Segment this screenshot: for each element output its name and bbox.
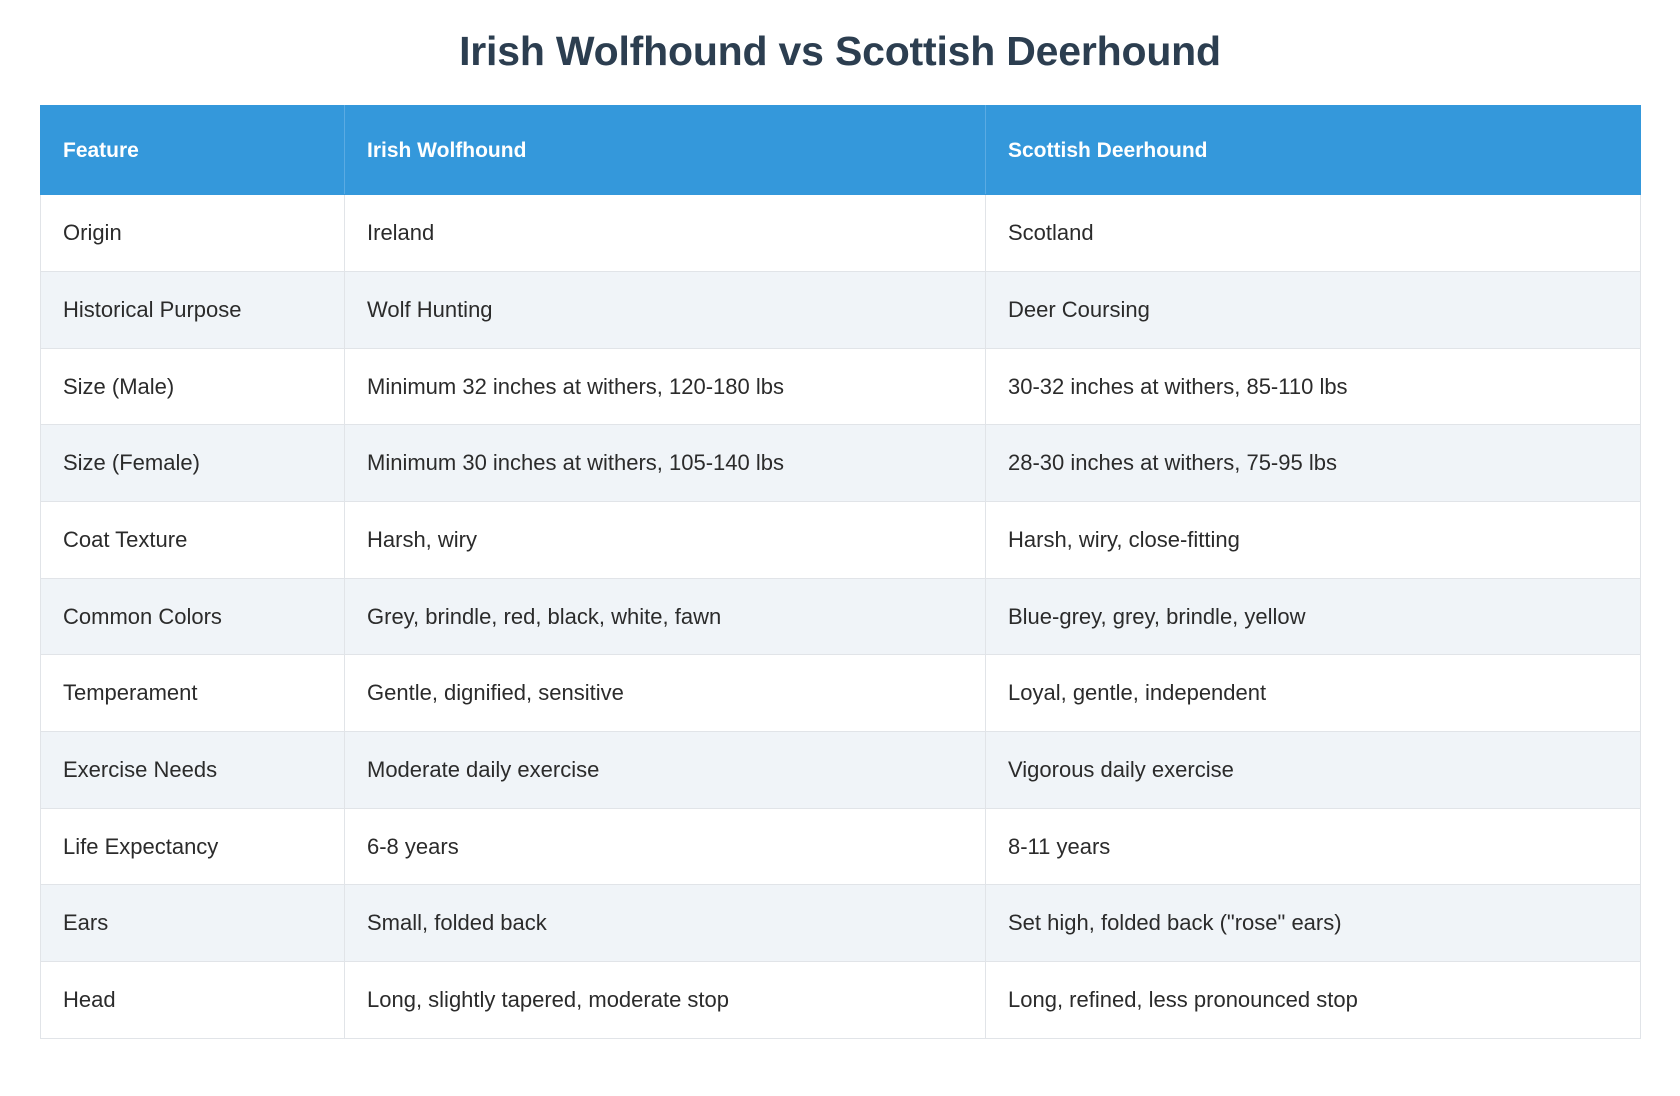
table-row: Temperament Gentle, dignified, sensitive L…: [40, 654, 1641, 732]
cell-irish-wolfhound: Wolf Hunting: [344, 270, 986, 349]
table-body: Origin Ireland Scotland Historical Purpose W…: [40, 194, 1641, 1039]
cell-irish-wolfhound: Gentle, dignified, sensitive: [344, 654, 986, 732]
cell-irish-wolfhound: Small, folded back: [344, 884, 986, 963]
cell-scottish-deerhound: Scotland: [985, 194, 1641, 272]
table-row: Historical Purpose Wolf Hunting Deer Cours…: [40, 270, 1641, 349]
cell-scottish-deerhound: Long, refined, less pronounced stop: [985, 961, 1641, 1039]
table-row: Life Expectancy 6-8 years 8-11 years: [40, 807, 1641, 886]
cell-scottish-deerhound: 30-32 inches at withers, 85-110 lbs: [985, 347, 1641, 426]
cell-scottish-deerhound: Blue-grey, grey, brindle, yellow: [985, 577, 1641, 656]
cell-scottish-deerhound: Loyal, gentle, independent: [985, 654, 1641, 732]
cell-scottish-deerhound: Deer Coursing: [985, 270, 1641, 349]
table-container: Feature Irish Wolfhound Scottish Deerhou…: [40, 76, 1641, 1039]
table-header: Feature Irish Wolfhound Scottish Deerhou…: [40, 105, 1641, 196]
cell-irish-wolfhound: Grey, brindle, red, black, white, fawn: [344, 577, 986, 656]
cell-feature: Life Expectancy: [40, 807, 345, 886]
cell-feature: Coat Texture: [40, 500, 345, 579]
cell-feature: Common Colors: [40, 577, 345, 656]
cell-feature: Ears: [40, 884, 345, 963]
table-row: Head Long, slightly tapered, moderate sto…: [40, 961, 1641, 1039]
cell-irish-wolfhound: Long, slightly tapered, moderate stop: [344, 961, 986, 1039]
column-header-irish-wolfhound: Irish Wolfhound: [344, 105, 986, 196]
cell-scottish-deerhound: Vigorous daily exercise: [985, 731, 1641, 809]
cell-irish-wolfhound: 6-8 years: [344, 807, 986, 886]
table-row: Exercise Needs Moderate daily exercise Vig…: [40, 731, 1641, 809]
cell-feature: Origin: [40, 194, 345, 272]
cell-feature: Head: [40, 961, 345, 1039]
cell-scottish-deerhound: Set high, folded back ("rose" ears): [985, 884, 1641, 963]
cell-irish-wolfhound: Ireland: [344, 194, 986, 272]
cell-irish-wolfhound: Minimum 30 inches at withers, 105-140 lb…: [344, 424, 986, 502]
table-header-row: Feature Irish Wolfhound Scottish Deerhou…: [40, 105, 1641, 196]
page-title: Irish Wolfhound vs Scottish Deerhound: [459, 28, 1221, 74]
cell-irish-wolfhound: Harsh, wiry: [344, 500, 986, 579]
column-header-feature: Feature: [40, 105, 345, 196]
table-row: Size (Male) Minimum 32 inches at withers,…: [40, 347, 1641, 426]
cell-feature: Historical Purpose: [40, 270, 345, 349]
cell-irish-wolfhound: Minimum 32 inches at withers, 120-180 lb…: [344, 347, 986, 426]
table-row: Ears Small, folded back Set high, folded b…: [40, 884, 1641, 963]
cell-scottish-deerhound: Harsh, wiry, close-fitting: [985, 500, 1641, 579]
table-row: Common Colors Grey, brindle, red, black, …: [40, 577, 1641, 656]
column-header-scottish-deerhound: Scottish Deerhound: [985, 105, 1641, 196]
cell-feature: Size (Male): [40, 347, 345, 426]
cell-irish-wolfhound: Moderate daily exercise: [344, 731, 986, 809]
table-row: Coat Texture Harsh, wiry Harsh, wiry, clos…: [40, 500, 1641, 579]
table-row: Size (Female) Minimum 30 inches at wither…: [40, 424, 1641, 502]
comparison-table: Feature Irish Wolfhound Scottish Deerhou…: [40, 105, 1641, 1039]
cell-feature: Exercise Needs: [40, 731, 345, 809]
table-row: Origin Ireland Scotland: [40, 194, 1641, 272]
cell-scottish-deerhound: 8-11 years: [985, 807, 1641, 886]
cell-feature: Size (Female): [40, 424, 345, 502]
cell-scottish-deerhound: 28-30 inches at withers, 75-95 lbs: [985, 424, 1641, 502]
cell-feature: Temperament: [40, 654, 345, 732]
